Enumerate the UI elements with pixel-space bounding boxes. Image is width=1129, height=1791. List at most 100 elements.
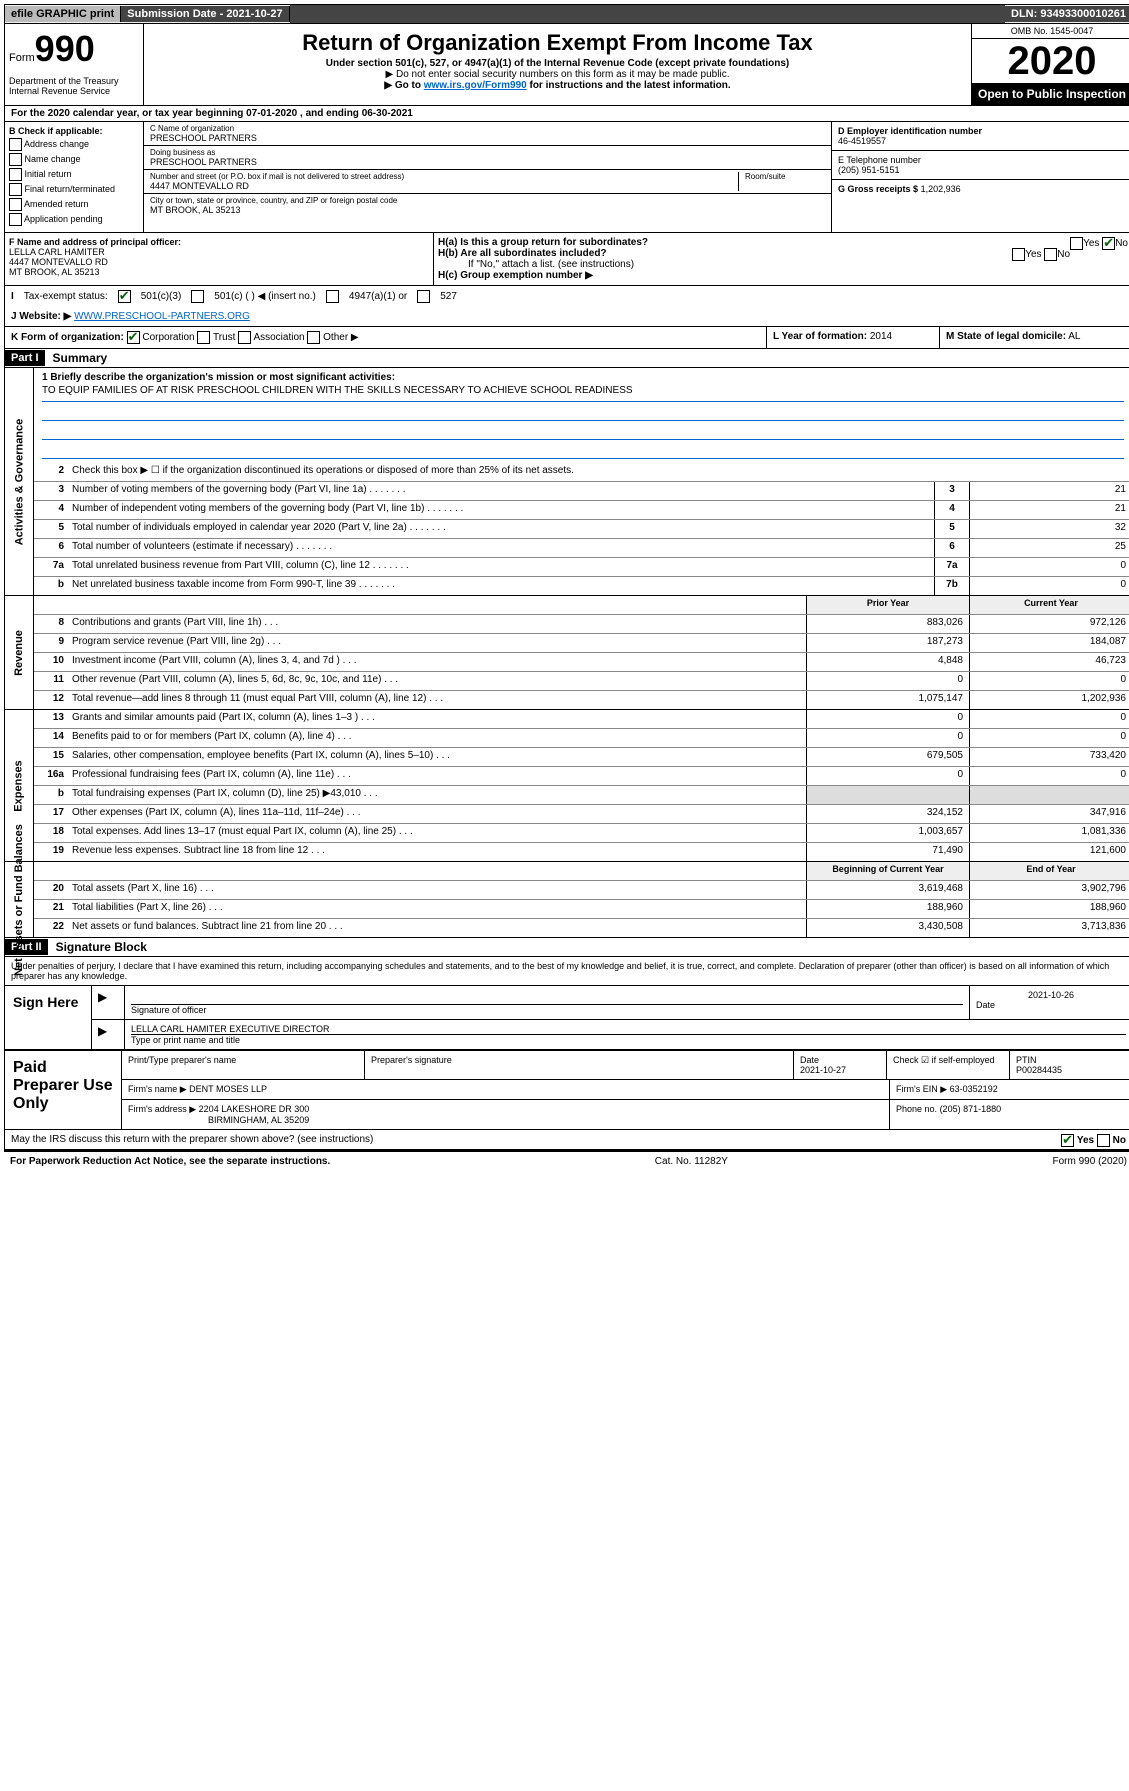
firm-name-label: Firm's name ▶	[128, 1084, 187, 1094]
discuss-yes-checkbox[interactable]	[1061, 1134, 1074, 1147]
form-number-box: Form990 Department of the Treasury Inter…	[5, 24, 144, 105]
other-checkbox[interactable]	[307, 331, 320, 344]
officer-label: F Name and address of principal officer:	[9, 237, 429, 247]
form-title: Return of Organization Exempt From Incom…	[152, 30, 963, 56]
city-value: MT BROOK, AL 35213	[150, 205, 397, 215]
netassets-section: Net Assets or Fund Balances Beginning of…	[4, 862, 1129, 938]
initial-return-checkbox[interactable]	[9, 168, 22, 181]
discuss-no: No	[1113, 1135, 1126, 1146]
opt-assoc: Association	[253, 332, 304, 343]
form-header: Form990 Department of the Treasury Inter…	[4, 24, 1129, 106]
efile-label[interactable]: efile GRAPHIC print	[5, 6, 121, 22]
netassets-side-label: Net Assets or Fund Balances	[5, 862, 34, 937]
sign-here-label: Sign Here	[5, 986, 92, 1049]
no-label-2: No	[1057, 249, 1070, 260]
section-b: B Check if applicable: Address change Na…	[5, 122, 144, 232]
addr-value: 4447 MONTEVALLO RD	[150, 181, 738, 191]
l-value: 2014	[870, 331, 892, 342]
mission-blank-1	[42, 402, 1124, 421]
opt-501c3: 501(c)(3)	[141, 291, 182, 302]
prep-name-label: Print/Type preparer's name	[122, 1051, 365, 1079]
department-label: Department of the Treasury Internal Reve…	[9, 76, 139, 96]
part-2-title: Signature Block	[48, 938, 155, 956]
self-employed: Check ☑ if self-employed	[887, 1051, 1010, 1079]
501c-checkbox[interactable]	[191, 290, 204, 303]
hb-yes-checkbox[interactable]	[1012, 248, 1025, 261]
address-change-checkbox[interactable]	[9, 138, 22, 151]
opt-trust: Trust	[213, 332, 235, 343]
omb-number: OMB No. 1545-0047	[972, 24, 1129, 39]
part-1-header: Part I Summary	[4, 349, 1129, 368]
phone-label: E Telephone number	[838, 155, 1126, 165]
website-link[interactable]: WWW.PRESCHOOL-PARTNERS.ORG	[74, 311, 250, 322]
line-2: Check this box ▶ ☐ if the organization d…	[68, 463, 1129, 481]
yes-label-2: Yes	[1025, 249, 1041, 260]
application-pending-checkbox[interactable]	[9, 213, 22, 226]
part-2-tag: Part II	[5, 939, 48, 955]
year-box: OMB No. 1545-0047 2020 Open to Public In…	[972, 24, 1129, 105]
website-label: Website: ▶	[19, 311, 71, 322]
table-row: b Net unrelated business taxable income …	[34, 577, 1129, 595]
city-label: City or town, state or province, country…	[150, 196, 397, 205]
table-row: 3 Number of voting members of the govern…	[34, 482, 1129, 501]
name-change-checkbox[interactable]	[9, 153, 22, 166]
officer-name: LELLA CARL HAMITER	[9, 247, 429, 257]
501c3-checkbox[interactable]	[118, 290, 131, 303]
k-label: K Form of organization:	[11, 332, 124, 343]
table-row: 8 Contributions and grants (Part VIII, l…	[34, 615, 1129, 634]
prep-date-value: 2021-10-27	[800, 1065, 846, 1075]
opt-527: 527	[440, 291, 457, 302]
ha-yes-checkbox[interactable]	[1070, 237, 1083, 250]
4947-checkbox[interactable]	[326, 290, 339, 303]
arrow-icon: ▶	[98, 990, 107, 1004]
firm-ein-label: Firm's EIN ▶	[896, 1084, 947, 1094]
sig-date: 2021-10-26	[976, 990, 1126, 1000]
form-footer: Form 990 (2020)	[1053, 1156, 1127, 1167]
527-checkbox[interactable]	[417, 290, 430, 303]
firm-ein: 63-0352192	[950, 1084, 998, 1094]
table-row: 15 Salaries, other compensation, employe…	[34, 748, 1129, 767]
current-year-header: Current Year	[969, 596, 1129, 614]
firm-phone: (205) 871-1880	[940, 1104, 1002, 1114]
ha-no-checkbox[interactable]	[1102, 237, 1115, 250]
opt-501c: 501(c) ( ) ◀ (insert no.)	[214, 291, 316, 302]
hb-no-checkbox[interactable]	[1044, 248, 1057, 261]
firm-name: DENT MOSES LLP	[189, 1084, 267, 1094]
tax-status-row: ITax-exempt status: 501(c)(3) 501(c) ( )…	[4, 286, 1129, 307]
firm-addr: 2204 LAKESHORE DR 300	[199, 1104, 310, 1114]
table-row: 12 Total revenue—add lines 8 through 11 …	[34, 691, 1129, 709]
submission-date: Submission Date - 2021-10-27	[121, 6, 289, 22]
trust-checkbox[interactable]	[197, 331, 210, 344]
final-return-checkbox[interactable]	[9, 183, 22, 196]
firm-addr-label: Firm's address ▶	[128, 1104, 196, 1114]
sig-officer-label: Signature of officer	[131, 1005, 206, 1015]
amended-return-checkbox[interactable]	[9, 198, 22, 211]
part-1-tag: Part I	[5, 350, 45, 366]
revenue-side-label: Revenue	[5, 596, 34, 709]
room-label: Room/suite	[745, 172, 825, 181]
mission-blank-3	[42, 440, 1124, 459]
opt-other: Other ▶	[323, 332, 358, 343]
irs-link[interactable]: www.irs.gov/Form990	[424, 80, 527, 91]
discuss-no-checkbox[interactable]	[1097, 1134, 1110, 1147]
form-number: 990	[35, 28, 95, 69]
check-initial-return: Initial return	[25, 169, 72, 179]
assoc-checkbox[interactable]	[238, 331, 251, 344]
mission-blank-2	[42, 421, 1124, 440]
prior-year-header: Prior Year	[806, 596, 969, 614]
expenses-section: Expenses 13 Grants and similar amounts p…	[4, 710, 1129, 862]
table-row: b Total fundraising expenses (Part IX, c…	[34, 786, 1129, 805]
h-a-label: H(a) Is this a group return for subordin…	[438, 237, 648, 248]
section-h: H(a) Is this a group return for subordin…	[434, 233, 1129, 285]
table-row: 21 Total liabilities (Part X, line 26) .…	[34, 900, 1129, 919]
table-row: 6 Total number of volunteers (estimate i…	[34, 539, 1129, 558]
corp-checkbox[interactable]	[127, 331, 140, 344]
org-name-label: C Name of organization	[150, 124, 257, 133]
h-b-label: H(b) Are all subordinates included?	[438, 248, 607, 259]
footer: For Paperwork Reduction Act Notice, see …	[4, 1150, 1129, 1171]
form-prefix: Form	[9, 52, 35, 64]
no-label: No	[1115, 238, 1128, 249]
check-final-return: Final return/terminated	[25, 184, 116, 194]
subtitle-2: ▶ Do not enter social security numbers o…	[152, 69, 963, 80]
discuss-text: May the IRS discuss this return with the…	[11, 1134, 373, 1145]
